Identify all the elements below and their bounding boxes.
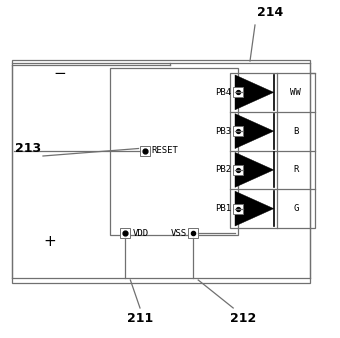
Text: PB4: PB4 xyxy=(215,88,231,97)
Bar xyxy=(12,60,310,283)
Text: WW: WW xyxy=(290,88,301,97)
Text: B: B xyxy=(293,127,299,136)
Polygon shape xyxy=(235,152,274,187)
Bar xyxy=(110,68,238,235)
Polygon shape xyxy=(235,191,274,226)
Bar xyxy=(139,145,150,155)
Bar xyxy=(233,203,243,214)
Text: 211: 211 xyxy=(127,312,153,324)
Text: −: − xyxy=(54,66,66,80)
Bar xyxy=(120,228,130,238)
Bar xyxy=(233,126,243,136)
Text: +: + xyxy=(44,234,56,248)
Text: RESET: RESET xyxy=(152,146,179,155)
Text: PB3: PB3 xyxy=(215,127,231,136)
Text: 213: 213 xyxy=(15,142,41,154)
Text: VDD: VDD xyxy=(132,228,149,238)
Text: G: G xyxy=(293,204,299,213)
Polygon shape xyxy=(235,75,274,110)
Text: 214: 214 xyxy=(257,6,283,20)
Text: VSS: VSS xyxy=(171,228,187,238)
Polygon shape xyxy=(235,114,274,149)
Bar xyxy=(230,73,315,228)
Text: PB1: PB1 xyxy=(215,204,231,213)
Text: PB2: PB2 xyxy=(215,165,231,174)
Text: R: R xyxy=(293,165,299,174)
Bar xyxy=(233,88,243,97)
Bar xyxy=(188,228,198,238)
Bar xyxy=(233,165,243,175)
Text: 212: 212 xyxy=(230,312,256,324)
